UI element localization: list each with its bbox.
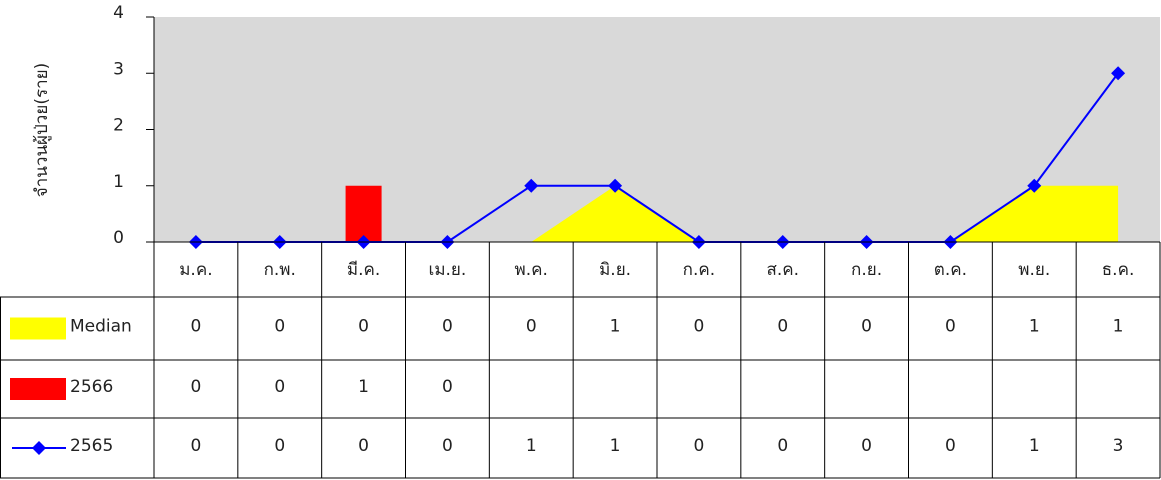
y-tick-label: 3 [113,59,124,79]
table-cell: 0 [442,317,453,337]
x-tick-label: ต.ค. [934,260,967,280]
table-cell: 0 [526,317,537,337]
legend-label: 2566 [70,377,113,397]
x-tick-label: ก.ค. [683,260,715,280]
table-cell: 0 [861,436,872,456]
table-cell: 1 [526,436,537,456]
line-marker [1111,66,1126,81]
x-tick-label: ก.พ. [264,260,296,280]
table-cell: 0 [777,436,788,456]
x-tick-label: ก.ย. [851,260,882,280]
x-tick-label: พ.ย. [1018,260,1050,280]
x-tick-label: พ.ค. [515,260,548,280]
table-cell: 0 [274,317,285,337]
table-cell: 1 [610,317,621,337]
table-cell: 0 [777,317,788,337]
y-tick-label: 0 [113,228,124,248]
table-cell: 1 [1113,317,1124,337]
table-cell: 1 [1029,436,1040,456]
legend-key [32,441,46,455]
line-marker [608,178,623,193]
table-cell: 0 [274,436,285,456]
table-cell: 0 [191,317,202,337]
x-tick-label: มิ.ย. [599,260,631,280]
table-cell: 0 [694,436,705,456]
legend-key [10,378,66,400]
table-cell: 0 [358,436,369,456]
table-cell: 0 [191,436,202,456]
table-cell: 1 [610,436,621,456]
x-tick-label: ธ.ค. [1102,260,1135,280]
x-tick-label: ม.ค. [179,260,212,280]
table-cell: 1 [1029,317,1040,337]
table-cell: 0 [694,317,705,337]
line-marker [1027,178,1042,193]
legend-key [10,317,66,340]
legend-label: Median [70,317,132,337]
table-cell: 0 [945,317,956,337]
table-cell: 0 [274,377,285,397]
table-cell: 1 [358,377,369,397]
table-cell: 0 [861,317,872,337]
table-cell: 0 [442,436,453,456]
table-cell: 3 [1113,436,1124,456]
plot-area [154,17,1160,242]
x-tick-label: เม.ย. [429,260,467,280]
legend-label: 2565 [70,436,113,456]
table-cell: 0 [191,377,202,397]
y-tick-label: 4 [113,3,124,23]
y-axis-label: จำนวนผู้ป่วย(ราย) [32,63,52,197]
table-cell: 0 [945,436,956,456]
line-marker [524,178,539,193]
y-tick-label: 2 [113,116,124,136]
bar [345,185,382,242]
x-tick-label: มี.ค. [347,260,380,280]
x-tick-label: ส.ค. [766,260,799,280]
table-cell: 0 [358,317,369,337]
table-cell: 0 [442,377,453,397]
y-tick-label: 1 [113,172,124,192]
